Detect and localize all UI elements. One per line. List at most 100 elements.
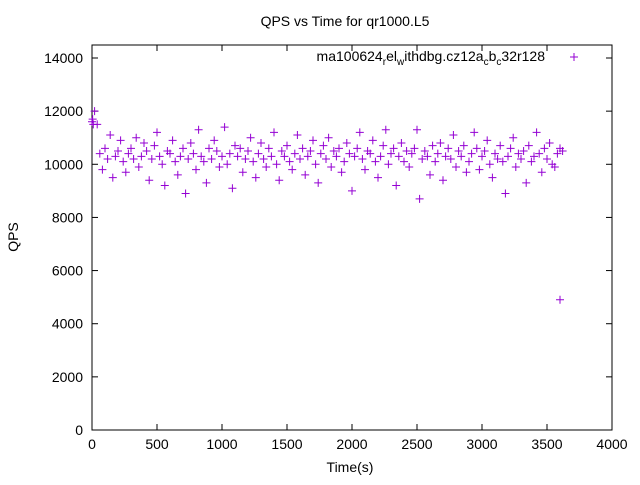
data-point <box>335 144 343 153</box>
data-point <box>407 149 416 158</box>
data-point <box>119 157 128 166</box>
y-tick-label: 12000 <box>44 103 83 119</box>
data-point <box>324 133 333 142</box>
data-point <box>129 154 138 163</box>
legend-text-part: b <box>489 48 497 64</box>
data-point <box>184 154 193 163</box>
data-point <box>303 152 312 161</box>
data-point <box>433 149 442 158</box>
data-point <box>197 152 206 161</box>
data-point <box>550 162 559 171</box>
y-tick-label: 14000 <box>44 50 83 66</box>
data-point <box>262 162 271 171</box>
data-point <box>397 139 406 148</box>
data-point <box>166 149 174 158</box>
data-point <box>212 147 221 155</box>
data-point <box>231 141 239 150</box>
data-point <box>228 184 237 193</box>
data-point <box>257 139 265 148</box>
data-point <box>158 160 167 169</box>
data-point <box>171 157 180 166</box>
data-point <box>540 144 549 153</box>
data-point <box>173 170 182 179</box>
data-point <box>137 152 146 161</box>
data-point <box>379 141 388 150</box>
data-point <box>355 128 364 137</box>
data-point <box>345 149 354 158</box>
data-point <box>199 157 208 166</box>
legend-text-part: el <box>386 48 397 64</box>
data-point <box>127 144 135 153</box>
data-point <box>89 120 98 129</box>
data-point <box>233 152 242 161</box>
data-point <box>168 136 177 145</box>
legend: ma100624relwithdbg.cz12acbc32r128 <box>317 48 578 68</box>
y-axis-label: QPS <box>5 222 21 252</box>
data-point <box>366 149 375 158</box>
data-point <box>264 144 273 153</box>
data-point <box>504 152 512 161</box>
data-point <box>530 152 538 161</box>
x-tick-label: 0 <box>88 436 96 452</box>
data-point <box>327 162 336 171</box>
data-point <box>290 149 299 158</box>
legend-marker <box>570 53 578 61</box>
data-point <box>189 149 198 158</box>
data-point <box>215 162 224 171</box>
data-point <box>350 152 359 161</box>
data-point <box>418 154 427 163</box>
data-point <box>431 157 440 166</box>
x-tick-label: 1500 <box>271 436 302 452</box>
data-point <box>485 160 494 169</box>
x-tick-label: 1000 <box>206 436 237 452</box>
data-point <box>353 144 362 153</box>
data-point <box>124 149 133 158</box>
data-point <box>405 162 414 171</box>
data-point <box>179 144 187 153</box>
data-point <box>249 157 258 166</box>
data-point <box>205 144 213 153</box>
data-point <box>301 170 310 179</box>
data-point <box>160 181 169 190</box>
data-point <box>340 157 349 166</box>
legend-plus-marker <box>570 53 578 61</box>
data-point <box>218 152 226 161</box>
data-point <box>98 165 107 174</box>
data-point <box>145 176 154 185</box>
data-point <box>535 149 544 158</box>
data-point <box>275 176 284 185</box>
data-point <box>457 152 466 161</box>
data-point <box>384 160 393 169</box>
data-point <box>322 154 330 163</box>
data-point <box>244 147 252 155</box>
data-point <box>465 157 473 166</box>
data-point <box>436 139 445 148</box>
data-point <box>514 149 523 158</box>
legend-text-part: w <box>396 57 405 68</box>
data-point <box>238 168 247 177</box>
data-point <box>371 157 380 166</box>
y-tick-label: 2000 <box>52 369 83 385</box>
data-point <box>186 139 195 148</box>
data-point <box>426 170 434 179</box>
x-axis-label: Time(s) <box>327 459 374 475</box>
data-point <box>153 128 161 137</box>
data-point <box>410 144 419 153</box>
data-point <box>522 178 531 187</box>
data-point <box>194 125 203 134</box>
data-point <box>329 147 338 155</box>
data-point <box>132 133 141 142</box>
data-point <box>400 157 408 166</box>
data-point <box>90 107 99 116</box>
data-point <box>142 147 151 155</box>
data-point <box>361 165 369 174</box>
data-point <box>88 115 97 124</box>
data-point <box>392 181 401 190</box>
data-point <box>415 194 424 203</box>
data-point <box>311 160 320 169</box>
data-point <box>111 152 120 161</box>
data-point <box>467 149 476 158</box>
data-point <box>493 154 502 163</box>
data-point <box>288 165 297 174</box>
data-point <box>475 165 484 174</box>
